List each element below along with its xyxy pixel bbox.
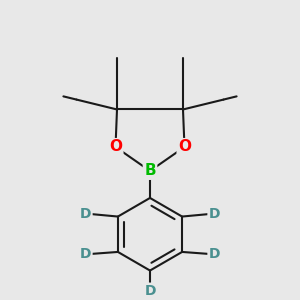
Text: D: D: [209, 207, 220, 220]
Text: D: D: [209, 247, 220, 261]
Text: B: B: [144, 164, 156, 178]
Text: D: D: [80, 247, 91, 261]
Text: D: D: [80, 207, 91, 220]
Text: O: O: [109, 140, 122, 154]
Text: D: D: [144, 284, 156, 298]
Text: O: O: [178, 140, 191, 154]
